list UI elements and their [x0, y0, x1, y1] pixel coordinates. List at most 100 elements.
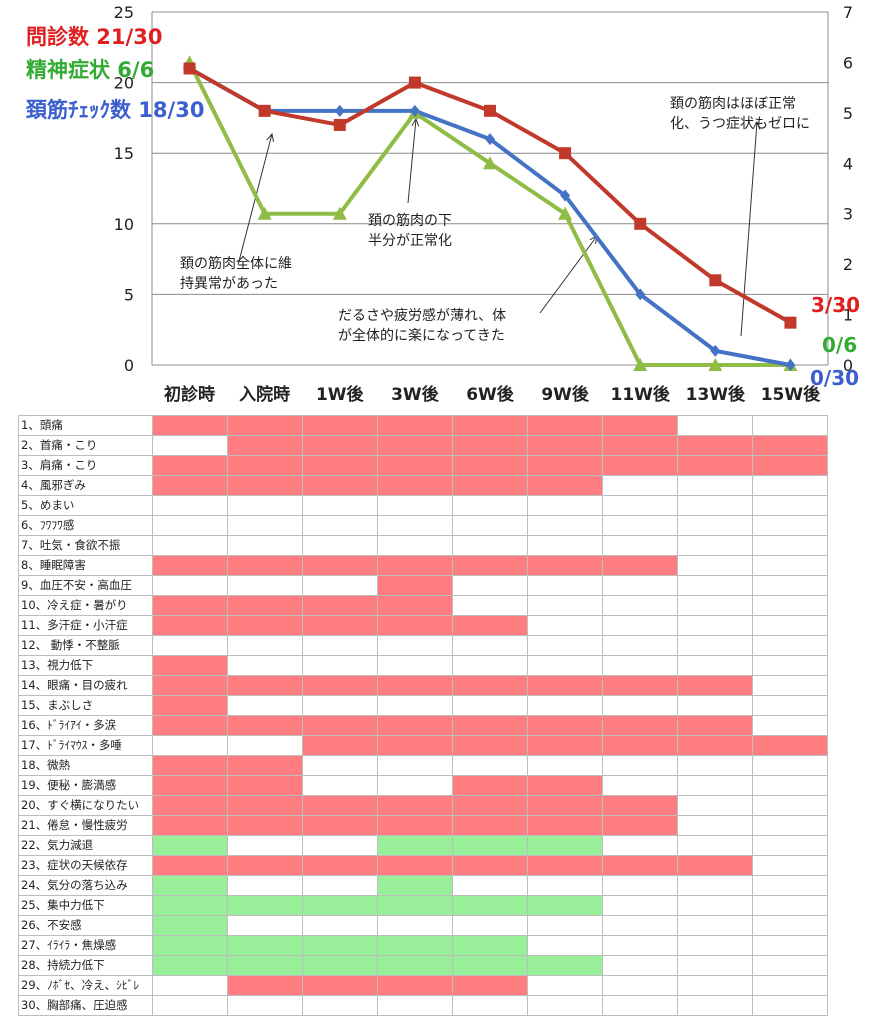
symptom-cell-empty — [677, 415, 753, 436]
symptom-row: 23、症状の天候依存 — [18, 855, 828, 876]
y-left-tick-label: 25 — [114, 3, 134, 22]
symptom-cell-empty — [377, 655, 453, 676]
tick-labels: 0 5 10 15 20 25 0 1 2 3 4 5 6 7 初診時 入院時 1W後 3W後 6W後 9W後 11W後… — [114, 3, 853, 405]
symptom-label: 18、微熱 — [18, 755, 153, 776]
symptom-cell-empty — [227, 655, 303, 676]
symptom-row: 24、気分の落ち込み — [18, 875, 828, 896]
symptom-cell-present — [452, 715, 528, 736]
series-markers — [182, 55, 798, 371]
symptom-cell-mental — [302, 955, 378, 976]
symptom-cell-empty — [677, 895, 753, 916]
symptom-cell-empty — [752, 655, 828, 676]
symptom-cell-present — [227, 855, 303, 876]
x-tick-label: 6W後 — [466, 384, 515, 405]
symptom-cell-present — [152, 715, 228, 736]
symptom-label: 17、ﾄﾞﾗｲﾏｳｽ・多唾 — [18, 735, 153, 756]
symptom-cell-empty — [677, 955, 753, 976]
symptom-row: 11、多汗症・小汗症 — [18, 615, 828, 636]
symptom-cell-empty — [227, 875, 303, 896]
data-point-square — [333, 118, 346, 131]
symptom-cell-empty — [527, 615, 603, 636]
symptom-cell-empty — [677, 615, 753, 636]
symptom-cell-present — [152, 555, 228, 576]
symptom-cell-empty — [227, 495, 303, 516]
symptom-cell-empty — [752, 935, 828, 956]
symptom-cell-empty — [752, 895, 828, 916]
symptom-cell-present — [302, 795, 378, 816]
annotation-arrowhead — [411, 117, 420, 127]
symptom-cell-empty — [602, 595, 678, 616]
symptom-cell-present — [227, 475, 303, 496]
symptom-cell-empty — [302, 535, 378, 556]
symptom-cell-present — [377, 795, 453, 816]
symptom-cell-present — [227, 715, 303, 736]
symptom-cell-present — [377, 975, 453, 996]
symptom-cell-empty — [677, 575, 753, 596]
symptom-cell-present — [377, 415, 453, 436]
y-left-tick-label: 5 — [124, 285, 134, 304]
y-right-tick-label: 7 — [843, 3, 853, 22]
symptom-cell-present — [452, 775, 528, 796]
symptom-cell-present — [452, 615, 528, 636]
symptom-cell-present — [377, 815, 453, 836]
annotation-arrow — [740, 121, 758, 337]
y-right-tick-label: 3 — [843, 205, 853, 224]
symptom-cell-present — [377, 615, 453, 636]
symptom-cell-empty — [752, 495, 828, 516]
symptom-cell-mental — [227, 955, 303, 976]
symptom-cell-empty — [452, 635, 528, 656]
x-tick-label: 9W後 — [541, 384, 590, 405]
symptom-cell-empty — [677, 975, 753, 996]
symptom-cell-empty — [752, 835, 828, 856]
symptom-cell-empty — [452, 875, 528, 896]
symptom-row: 2、首痛・こり — [18, 435, 828, 456]
symptom-cell-empty — [752, 675, 828, 696]
symptom-cell-present — [227, 415, 303, 436]
symptom-cell-empty — [752, 695, 828, 716]
symptom-row: 18、微熱 — [18, 755, 828, 776]
symptom-cell-empty — [677, 695, 753, 716]
symptom-cell-empty — [452, 595, 528, 616]
symptom-cell-present — [302, 595, 378, 616]
symptom-cell-present — [377, 435, 453, 456]
symptom-cell-mental — [452, 955, 528, 976]
x-tick-label: 3W後 — [391, 384, 440, 405]
symptom-cell-empty — [677, 815, 753, 836]
data-point-triangle — [633, 358, 648, 371]
symptom-cell-empty — [527, 635, 603, 656]
symptom-cell-present — [152, 795, 228, 816]
symptom-table: 1、頭痛 2、首痛・こり 3、肩痛・こり 4、風邪ぎみ 5、めまい 6、ﾌﾜﾌﾜ感 7、吐気… — [18, 415, 828, 1016]
symptom-cell-present — [227, 555, 303, 576]
symptom-cell-empty — [227, 835, 303, 856]
symptom-cell-empty — [152, 495, 228, 516]
symptom-cell-present — [677, 735, 753, 756]
symptom-row: 8、睡眠障害 — [18, 555, 828, 576]
symptom-cell-empty — [152, 735, 228, 756]
y-right-tick-label: 5 — [843, 104, 853, 123]
symptom-cell-present — [602, 555, 678, 576]
symptom-row: 16、ﾄﾞﾗｲｱｲ・多涙 — [18, 715, 828, 736]
symptom-cell-empty — [452, 655, 528, 676]
symptom-cell-present — [377, 855, 453, 876]
annotation-line: 化、うつ症状もゼロに — [670, 116, 810, 132]
data-point-square — [258, 104, 271, 117]
symptom-cell-present — [152, 455, 228, 476]
y-right-tick-label: 1 — [843, 306, 853, 325]
annotation-line: が全体的に楽になってきた — [338, 328, 505, 344]
symptom-label: 27、ｲﾗｲﾗ・焦燥感 — [18, 935, 153, 956]
symptom-cell-empty — [527, 755, 603, 776]
symptom-cell-empty — [677, 475, 753, 496]
data-point-square — [183, 62, 196, 75]
data-point-square — [408, 76, 421, 89]
symptom-cell-empty — [677, 795, 753, 816]
symptom-label: 15、まぶしさ — [18, 695, 153, 716]
symptom-cell-empty — [227, 515, 303, 536]
symptom-label: 12、 動悸・不整脈 — [18, 635, 153, 656]
symptom-cell-empty — [602, 895, 678, 916]
symptom-cell-present — [227, 615, 303, 636]
symptom-cell-empty — [527, 595, 603, 616]
symptom-cell-empty — [602, 575, 678, 596]
symptom-cell-present — [527, 435, 603, 456]
symptom-label: 11、多汗症・小汗症 — [18, 615, 153, 636]
symptom-cell-present — [752, 435, 828, 456]
